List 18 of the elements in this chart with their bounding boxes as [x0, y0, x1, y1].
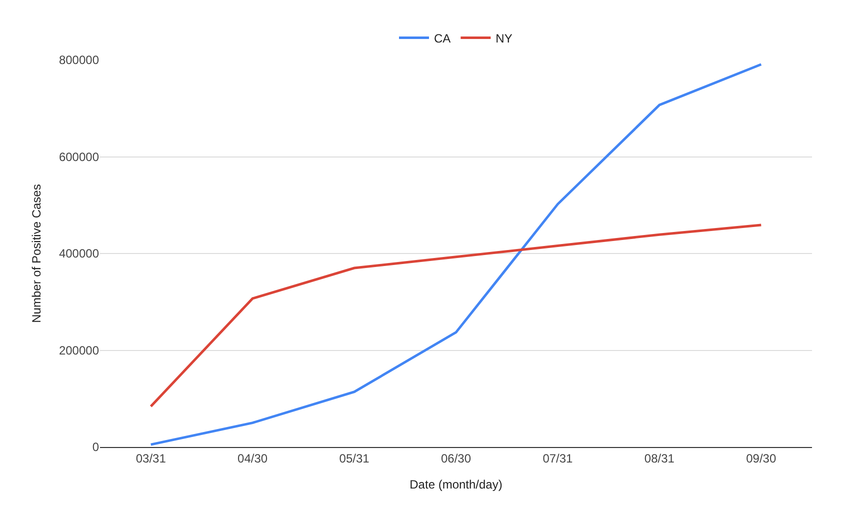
y-tick-label: 0 [92, 440, 100, 454]
x-tick-label: 06/30 [440, 451, 472, 466]
y-tick-label: 800000 [58, 53, 100, 68]
line-series [150, 224, 762, 408]
x-tick-label: 09/30 [746, 451, 776, 466]
x-axis-title: Date (month/day) [410, 477, 502, 492]
x-tick-label: 08/31 [644, 451, 675, 466]
x-tick-label: 04/30 [238, 451, 268, 466]
y-axis-title: Number of Positive Cases [29, 184, 44, 323]
x-tick-label: 07/31 [542, 451, 574, 466]
y-tick-label: 400000 [58, 246, 100, 261]
y-tick-label: 600000 [58, 150, 100, 164]
y-tick-label: 200000 [58, 343, 100, 358]
legend-label: NY [496, 31, 512, 46]
legend-label: CA [434, 31, 451, 46]
x-tick-label: 03/31 [136, 451, 166, 466]
x-tick-label: 05/31 [339, 451, 370, 466]
line-series [150, 63, 762, 446]
